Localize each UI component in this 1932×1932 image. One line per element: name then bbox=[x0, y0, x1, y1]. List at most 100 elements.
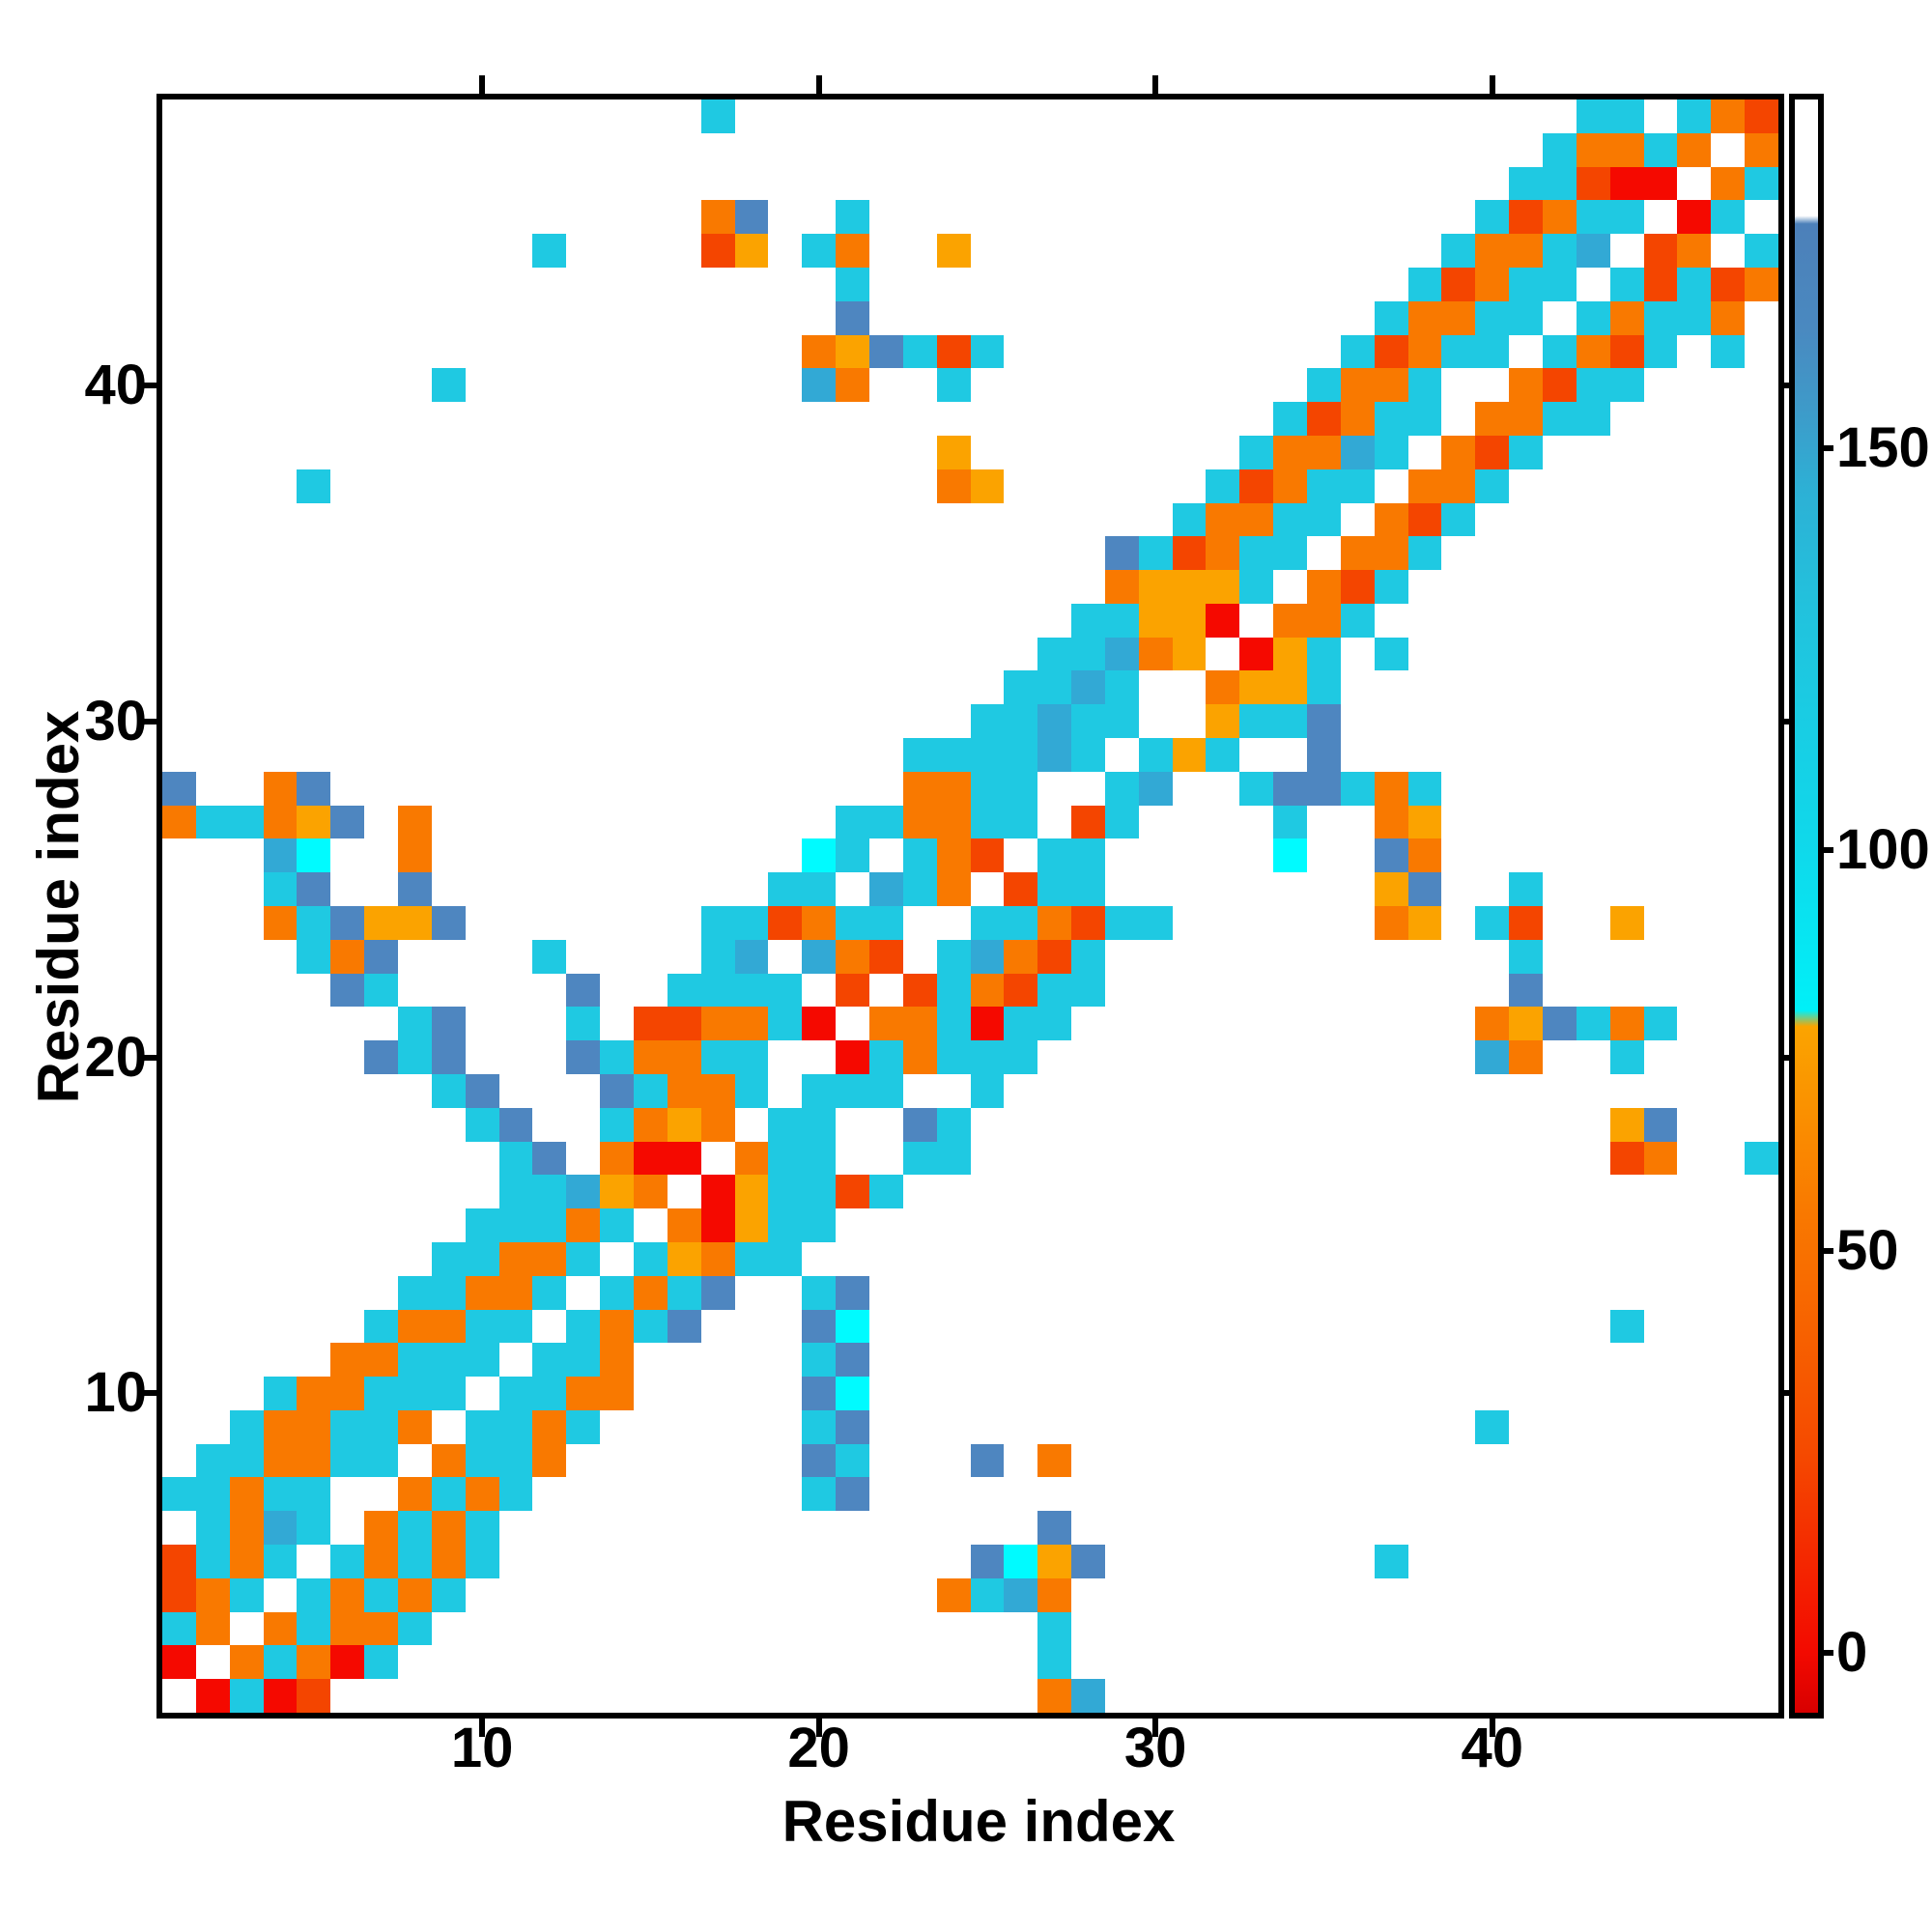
heatmap-cell bbox=[667, 805, 701, 839]
heatmap-cell bbox=[1138, 1107, 1173, 1142]
heatmap-cell bbox=[330, 1208, 365, 1242]
heatmap-cell bbox=[768, 402, 803, 436]
heatmap-cell bbox=[734, 1241, 769, 1276]
heatmap-cell bbox=[1407, 132, 1442, 167]
heatmap-cell bbox=[902, 1073, 937, 1108]
heatmap-cell bbox=[1071, 1107, 1105, 1142]
heatmap-cell bbox=[1576, 402, 1610, 436]
x-tick-mark-top bbox=[1152, 75, 1159, 94]
heatmap-cell bbox=[1677, 973, 1712, 1008]
heatmap-cell bbox=[162, 166, 196, 201]
heatmap-cell bbox=[1677, 502, 1712, 537]
heatmap-cell bbox=[902, 1679, 937, 1713]
heatmap-cell bbox=[1576, 1443, 1610, 1478]
heatmap-cell bbox=[263, 334, 298, 369]
heatmap-cell bbox=[1609, 200, 1644, 235]
heatmap-cell bbox=[1677, 637, 1712, 671]
heatmap-cell bbox=[1609, 973, 1644, 1008]
heatmap-cell bbox=[633, 838, 668, 873]
heatmap-cell bbox=[902, 906, 937, 940]
heatmap-cell bbox=[1004, 570, 1038, 604]
heatmap-cell bbox=[633, 402, 668, 436]
heatmap-cell bbox=[1374, 637, 1408, 671]
heatmap-cell bbox=[162, 1343, 196, 1378]
heatmap-cell bbox=[1677, 771, 1712, 806]
heatmap-cell bbox=[1206, 973, 1240, 1008]
heatmap-cell bbox=[330, 402, 365, 436]
heatmap-cell bbox=[229, 1208, 264, 1242]
heatmap-cell bbox=[532, 234, 567, 268]
heatmap-cell bbox=[1239, 1309, 1274, 1344]
heatmap-cell bbox=[431, 771, 466, 806]
heatmap-cell bbox=[1407, 1309, 1442, 1344]
heatmap-cell bbox=[868, 267, 903, 301]
heatmap-cell bbox=[1206, 1577, 1240, 1612]
heatmap-cell bbox=[1543, 1377, 1577, 1410]
heatmap-cell bbox=[1239, 771, 1274, 806]
x-tick-label: 40 bbox=[1461, 1717, 1523, 1779]
heatmap-cell bbox=[802, 435, 837, 469]
heatmap-cell bbox=[1374, 132, 1408, 167]
heatmap-cell bbox=[1104, 838, 1139, 873]
heatmap-cell bbox=[297, 1409, 331, 1444]
heatmap-cell bbox=[836, 132, 869, 167]
heatmap-cell bbox=[1677, 603, 1712, 638]
heatmap-cell bbox=[667, 1208, 701, 1242]
heatmap-cell bbox=[1475, 1175, 1510, 1209]
heatmap-cell bbox=[836, 200, 869, 235]
heatmap-cell bbox=[1711, 300, 1746, 335]
heatmap-cell bbox=[1677, 99, 1712, 133]
heatmap-cell bbox=[768, 1107, 803, 1142]
heatmap-cell bbox=[532, 1040, 567, 1074]
heatmap-cell bbox=[1643, 166, 1678, 201]
heatmap-cell bbox=[229, 738, 264, 772]
heatmap-cell bbox=[1441, 1175, 1476, 1209]
heatmap-cell bbox=[1273, 234, 1308, 268]
heatmap-cell bbox=[431, 872, 466, 906]
heatmap-cell bbox=[1104, 435, 1139, 469]
heatmap-cell bbox=[1475, 1040, 1510, 1074]
heatmap-cell bbox=[902, 771, 937, 806]
heatmap-cell bbox=[970, 200, 1005, 235]
heatmap-cell bbox=[1509, 132, 1544, 167]
heatmap-cell bbox=[802, 1309, 837, 1344]
heatmap-cell bbox=[1138, 1377, 1173, 1410]
heatmap-cell bbox=[1307, 805, 1341, 839]
heatmap-cell bbox=[1643, 771, 1678, 806]
heatmap-cell bbox=[836, 738, 869, 772]
heatmap-cell bbox=[1004, 738, 1038, 772]
heatmap-cell bbox=[431, 1511, 466, 1546]
heatmap-cell bbox=[1071, 1141, 1105, 1176]
heatmap-cell bbox=[734, 872, 769, 906]
heatmap-cell bbox=[936, 1275, 971, 1310]
heatmap-cell bbox=[330, 435, 365, 469]
heatmap-cell bbox=[229, 1545, 264, 1578]
heatmap-cell bbox=[1677, 1645, 1712, 1680]
colorbar-tick-mark bbox=[1820, 1649, 1833, 1656]
heatmap-cell bbox=[836, 1309, 869, 1344]
heatmap-cell bbox=[1004, 704, 1038, 739]
heatmap-cell bbox=[566, 1645, 601, 1680]
heatmap-cell bbox=[902, 1040, 937, 1074]
heatmap-cell bbox=[465, 536, 499, 571]
heatmap-cell bbox=[734, 1275, 769, 1310]
heatmap-cell bbox=[1104, 1175, 1139, 1209]
heatmap-cell bbox=[1609, 939, 1644, 974]
heatmap-cell bbox=[1475, 805, 1510, 839]
heatmap-cell bbox=[936, 1241, 971, 1276]
heatmap-cell bbox=[1609, 1040, 1644, 1074]
heatmap-cell bbox=[1071, 99, 1105, 133]
heatmap-cell bbox=[263, 1007, 298, 1041]
heatmap-cell bbox=[1407, 234, 1442, 268]
heatmap-cell bbox=[566, 1679, 601, 1713]
heatmap-cell bbox=[1609, 1545, 1644, 1578]
heatmap-cell bbox=[229, 402, 264, 436]
heatmap-cell bbox=[868, 334, 903, 369]
heatmap-cell bbox=[667, 838, 701, 873]
heatmap-cell bbox=[1037, 1175, 1072, 1209]
heatmap-cell bbox=[970, 670, 1005, 705]
heatmap-cell bbox=[1677, 1073, 1712, 1108]
heatmap-cell bbox=[633, 1175, 668, 1209]
heatmap-cell bbox=[1104, 1241, 1139, 1276]
heatmap-cell bbox=[1037, 872, 1072, 906]
